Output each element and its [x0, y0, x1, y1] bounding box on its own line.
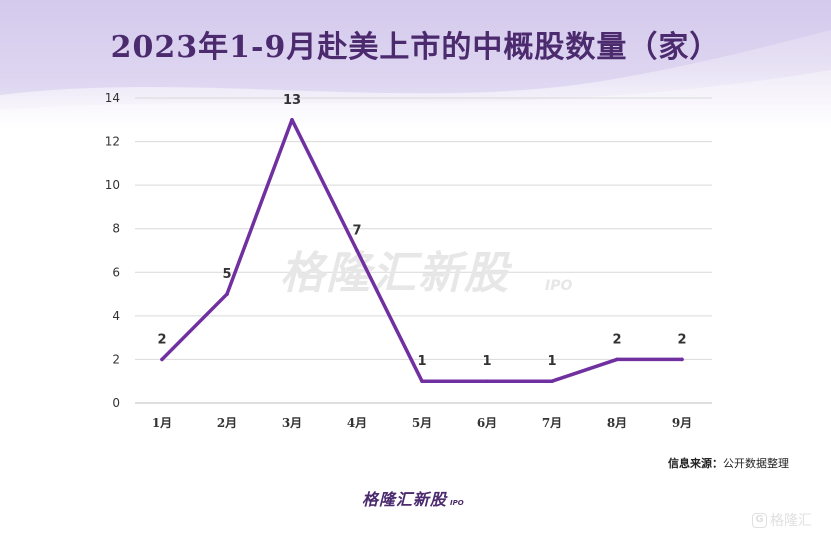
- y-tick-label: 10: [105, 178, 120, 192]
- header-wave-decoration: [0, 0, 831, 130]
- x-tick-label: 2月: [217, 416, 237, 430]
- footer-logo-text: 格隆汇新股: [362, 490, 448, 509]
- footer-logo: 格隆汇新股 IPO: [362, 486, 464, 510]
- y-tick-label: 6: [112, 265, 120, 279]
- data-point: [615, 357, 619, 362]
- data-point: [485, 379, 489, 384]
- y-tick-label: 2: [112, 352, 120, 366]
- data-point: [550, 379, 554, 384]
- x-tick-label: 3月: [282, 416, 302, 430]
- x-tick-label: 9月: [672, 416, 692, 430]
- y-tick-label: 4: [112, 309, 120, 323]
- data-point: [680, 357, 684, 362]
- corner-logo-icon: G: [752, 512, 767, 528]
- chart-title: 2023年1-9月赴美上市的中概股数量（家）: [110, 30, 721, 65]
- data-point: [225, 292, 229, 296]
- data-label: 1: [482, 354, 491, 369]
- header-background: [0, 0, 831, 130]
- corner-watermark-text: 格隆汇: [770, 513, 812, 529]
- data-label: 7: [352, 224, 361, 239]
- data-point: [355, 248, 359, 253]
- series: [160, 117, 684, 384]
- x-tick-label: 7月: [542, 416, 562, 430]
- data-label: 5: [222, 267, 231, 282]
- y-tick-label: 0: [112, 396, 120, 410]
- watermark-sub: IPO: [545, 278, 572, 294]
- x-tick-label: 4月: [347, 416, 367, 430]
- y-tick-label: 8: [112, 222, 120, 236]
- x-tick-label: 5月: [412, 416, 432, 430]
- data-point: [290, 117, 294, 122]
- data-label: 2: [612, 332, 621, 347]
- data-label: 2: [157, 332, 166, 347]
- data-labels: 2 5 13 7 1 1 1 2 2: [157, 93, 686, 369]
- source-text: 公开数据整理: [723, 457, 789, 470]
- x-axis-ticks: 1月 2月 3月 4月 5月 6月 7月 8月 9月: [152, 416, 692, 430]
- data-point: [420, 379, 424, 384]
- data-label: 1: [547, 354, 556, 369]
- data-label: 13: [283, 93, 301, 108]
- watermark: 格隆汇新股 IPO: [280, 248, 572, 299]
- y-tick-label: 14: [105, 91, 120, 105]
- x-tick-label: 8月: [607, 416, 627, 430]
- x-tick-label: 1月: [152, 416, 172, 430]
- x-tick-label: 6月: [477, 416, 497, 430]
- watermark-text: 格隆汇新股: [280, 248, 513, 299]
- data-point: [160, 357, 164, 362]
- data-label: 2: [677, 332, 686, 347]
- source-label: 信息来源：: [668, 457, 723, 470]
- y-tick-label: 12: [105, 135, 120, 149]
- source-note: 信息来源：公开数据整理: [668, 455, 789, 471]
- data-label: 1: [417, 354, 426, 369]
- footer-logo-sub: IPO: [450, 499, 464, 507]
- corner-watermark: G 格隆汇: [752, 510, 812, 530]
- y-axis-ticks: 0 2 4 6 8 10 12 14: [105, 91, 120, 410]
